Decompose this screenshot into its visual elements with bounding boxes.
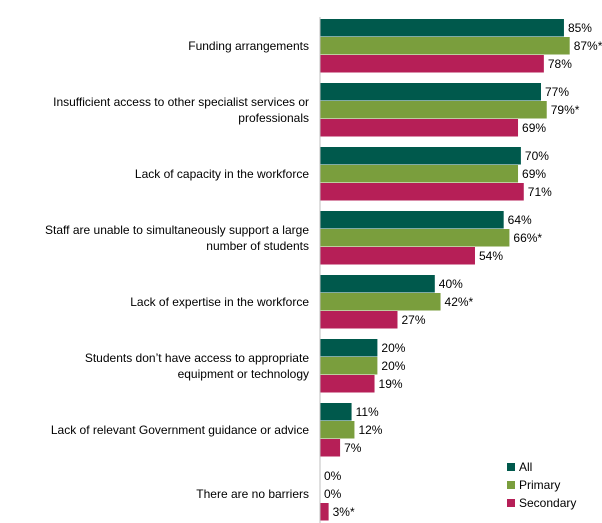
bar-primary bbox=[320, 293, 441, 311]
legend-label: Secondary bbox=[519, 496, 576, 510]
bar-secondary bbox=[320, 55, 544, 73]
data-label: 87%* bbox=[574, 39, 602, 53]
bar-all bbox=[320, 19, 564, 37]
bar-secondary bbox=[320, 119, 519, 137]
bar-primary bbox=[320, 357, 378, 375]
data-label: 66%* bbox=[513, 231, 542, 245]
data-label: 0% bbox=[324, 469, 342, 483]
legend-swatch bbox=[507, 499, 515, 507]
category-label: There are no barriers bbox=[196, 487, 309, 501]
bar-all bbox=[320, 339, 378, 357]
category-label: Lack of relevant Government guidance or … bbox=[51, 423, 309, 437]
bar-all bbox=[320, 403, 352, 421]
data-label: 85% bbox=[568, 21, 592, 35]
data-label: 64% bbox=[508, 213, 532, 227]
data-label: 19% bbox=[379, 377, 403, 391]
category-label: Funding arrangements bbox=[188, 39, 309, 53]
category-label: Lack of expertise in the workforce bbox=[130, 295, 309, 309]
category-label: Students don’t have access to appropriat… bbox=[85, 351, 309, 365]
bar-primary bbox=[320, 165, 519, 183]
data-label: 69% bbox=[522, 167, 546, 181]
data-label: 12% bbox=[358, 423, 382, 437]
data-label: 20% bbox=[381, 359, 405, 373]
bar-secondary bbox=[320, 183, 524, 201]
data-label: 20% bbox=[381, 341, 405, 355]
bar-secondary bbox=[320, 503, 329, 521]
bar-secondary bbox=[320, 375, 375, 393]
data-label: 69% bbox=[522, 121, 546, 135]
bar-all bbox=[320, 147, 521, 165]
category-label: Lack of capacity in the workforce bbox=[135, 167, 309, 181]
legend-label: All bbox=[519, 460, 532, 474]
bar-all bbox=[320, 275, 435, 293]
category-label: professionals bbox=[238, 111, 309, 125]
data-label: 7% bbox=[344, 441, 362, 455]
bar-all bbox=[320, 83, 541, 101]
data-label: 78% bbox=[548, 57, 572, 71]
data-label: 11% bbox=[356, 405, 379, 419]
data-label: 0% bbox=[324, 487, 342, 501]
bar-primary bbox=[320, 229, 510, 247]
bars-layer: 85% 87%*78% 77% 79%* 69% 70% 69% 71% 64% 66%* 54% 4… bbox=[320, 19, 602, 521]
legend-swatch bbox=[507, 463, 515, 471]
data-label: 71% bbox=[528, 185, 552, 199]
data-label: 54% bbox=[479, 249, 503, 263]
data-label: 3%* bbox=[333, 505, 355, 519]
data-label: 70% bbox=[525, 149, 549, 163]
legend-label: Primary bbox=[519, 478, 560, 492]
bar-secondary bbox=[320, 439, 341, 457]
legend-swatch bbox=[507, 481, 515, 489]
data-label: 27% bbox=[401, 313, 425, 327]
legend: All Primary Secondary bbox=[507, 460, 576, 510]
category-labels-layer: Funding arrangements Insufficient access … bbox=[45, 39, 309, 501]
data-label: 40% bbox=[439, 277, 463, 291]
bar-secondary bbox=[320, 311, 398, 329]
data-label: 79%* bbox=[551, 103, 580, 117]
data-label: 42%* bbox=[445, 295, 474, 309]
category-label: Insufficient access to other specialist … bbox=[53, 95, 309, 109]
category-label: equipment or technology bbox=[178, 367, 309, 381]
bar-all bbox=[320, 211, 504, 229]
bar-primary bbox=[320, 101, 547, 119]
bar-secondary bbox=[320, 247, 475, 265]
bar-primary bbox=[320, 421, 355, 439]
bar-primary bbox=[320, 37, 570, 55]
category-label: Staff are unable to simultaneously suppo… bbox=[45, 223, 309, 237]
data-label: 77% bbox=[545, 85, 569, 99]
category-label: number of students bbox=[206, 239, 309, 253]
